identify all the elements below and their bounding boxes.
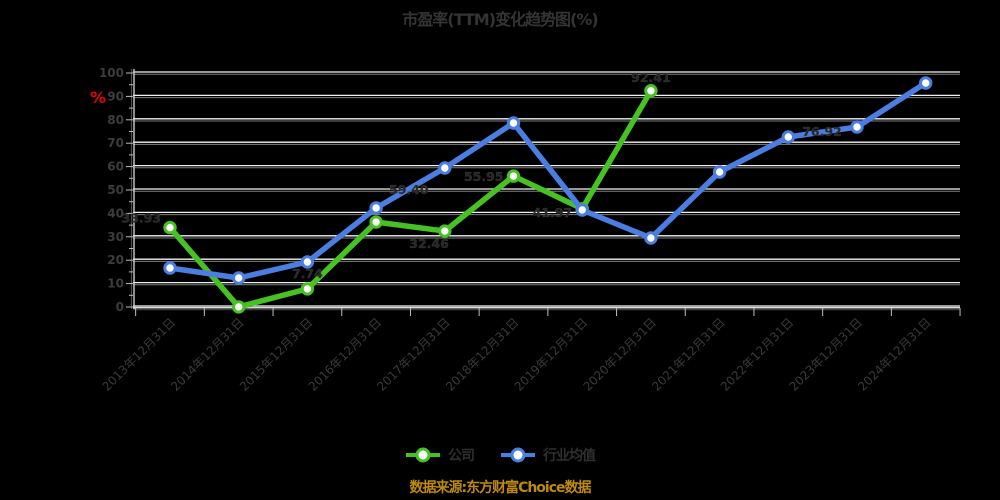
data-point-marker [300,255,315,269]
data-point-label: 92.41 [631,70,671,85]
data-point-label: 41.97 [533,205,573,220]
data-point-label: 76.92 [802,124,842,139]
data-point-marker [506,116,521,130]
x-tick-label: 2017年12月31日 [374,315,453,394]
data-point-marker [300,282,315,296]
x-tick-label: 2024年12月31日 [855,315,934,394]
data-point-marker [712,165,727,179]
y-tick-label: 60 [107,160,124,174]
x-tick-label: 2023年12月31日 [787,315,866,394]
trend-line-chart: 0 10 20 30 40 50 60 70 80 90 100 2013年12月31日2014年12… [99,66,961,394]
data-point-marker [369,201,383,215]
x-tick-label: 2018年12月31日 [443,315,522,394]
chart-title: 市盈率(TTM)变化趋势图(%) [402,10,598,29]
x-tick-label: 2014年12月31日 [168,315,247,394]
y-tick-label: 20 [107,253,124,267]
data-point-label: 33.93 [121,211,161,226]
data-point-label: 59.40 [389,182,429,197]
data-point-marker [850,120,864,134]
data-point-marker [781,130,795,144]
y-tick-label: 10 [107,277,124,291]
y-tick-label: 90 [107,89,124,103]
legend-marker-company-icon [406,447,440,463]
x-tick-label: 2015年12月31日 [237,315,316,394]
data-point-marker [232,271,246,285]
legend-item-industry: 行业均值 [500,445,596,465]
data-point-label: 7.74 [292,266,323,281]
data-point-marker [438,224,452,238]
series-company: 33.93 7.74 32.46 55.95 41.97 92.41 [121,70,671,314]
data-point-marker [506,169,521,183]
legend-label-company: 公司 [448,448,475,464]
legend-marker-industry-icon [501,447,535,463]
legend-label-industry: 行业均值 [543,448,596,464]
y-axis: 0 10 20 30 40 50 60 70 80 90 100 [99,66,133,314]
y-tick-label: 30 [107,230,124,244]
series-industry: 59.40 76.92 [163,76,933,285]
data-point-marker [163,220,177,235]
legend-item-company: 公司 [405,445,475,465]
data-point-marker [575,203,589,217]
series-line [167,80,929,281]
data-point-label: 55.95 [464,169,504,184]
y-tick-label: 80 [107,113,124,127]
data-point-marker [644,231,658,245]
data-point-marker [369,215,383,229]
data-point-marker [644,84,658,98]
x-tick-label: 2020年12月31日 [580,315,659,394]
x-axis: 2013年12月31日2014年12月31日2015年12月31日2016年12… [100,308,961,394]
data-point-marker [438,161,452,175]
x-tick-label: 2022年12月31日 [718,315,797,394]
data-point-label: 32.46 [409,236,449,251]
data-point-marker [232,300,246,314]
x-tick-label: 2021年12月31日 [649,315,728,394]
y-tick-label: 70 [107,136,124,150]
x-tick-label: 2019年12月31日 [512,315,591,394]
data-point-marker [163,261,177,275]
data-source-caption: 数据来源:东方财富Choice数据 [409,480,591,496]
y-axis-unit-label: % [90,88,107,107]
series-line [167,88,654,310]
chart-legend: 公司 行业均值 [0,445,1000,465]
y-tick-label: 100 [99,66,124,80]
x-tick-label: 2013年12月31日 [100,315,179,394]
y-tick-label: 0 [116,300,124,314]
y-tick-label: 40 [107,206,124,220]
data-point-marker [919,76,933,90]
y-tick-label: 50 [107,183,124,197]
x-tick-label: 2016年12月31日 [306,315,385,394]
